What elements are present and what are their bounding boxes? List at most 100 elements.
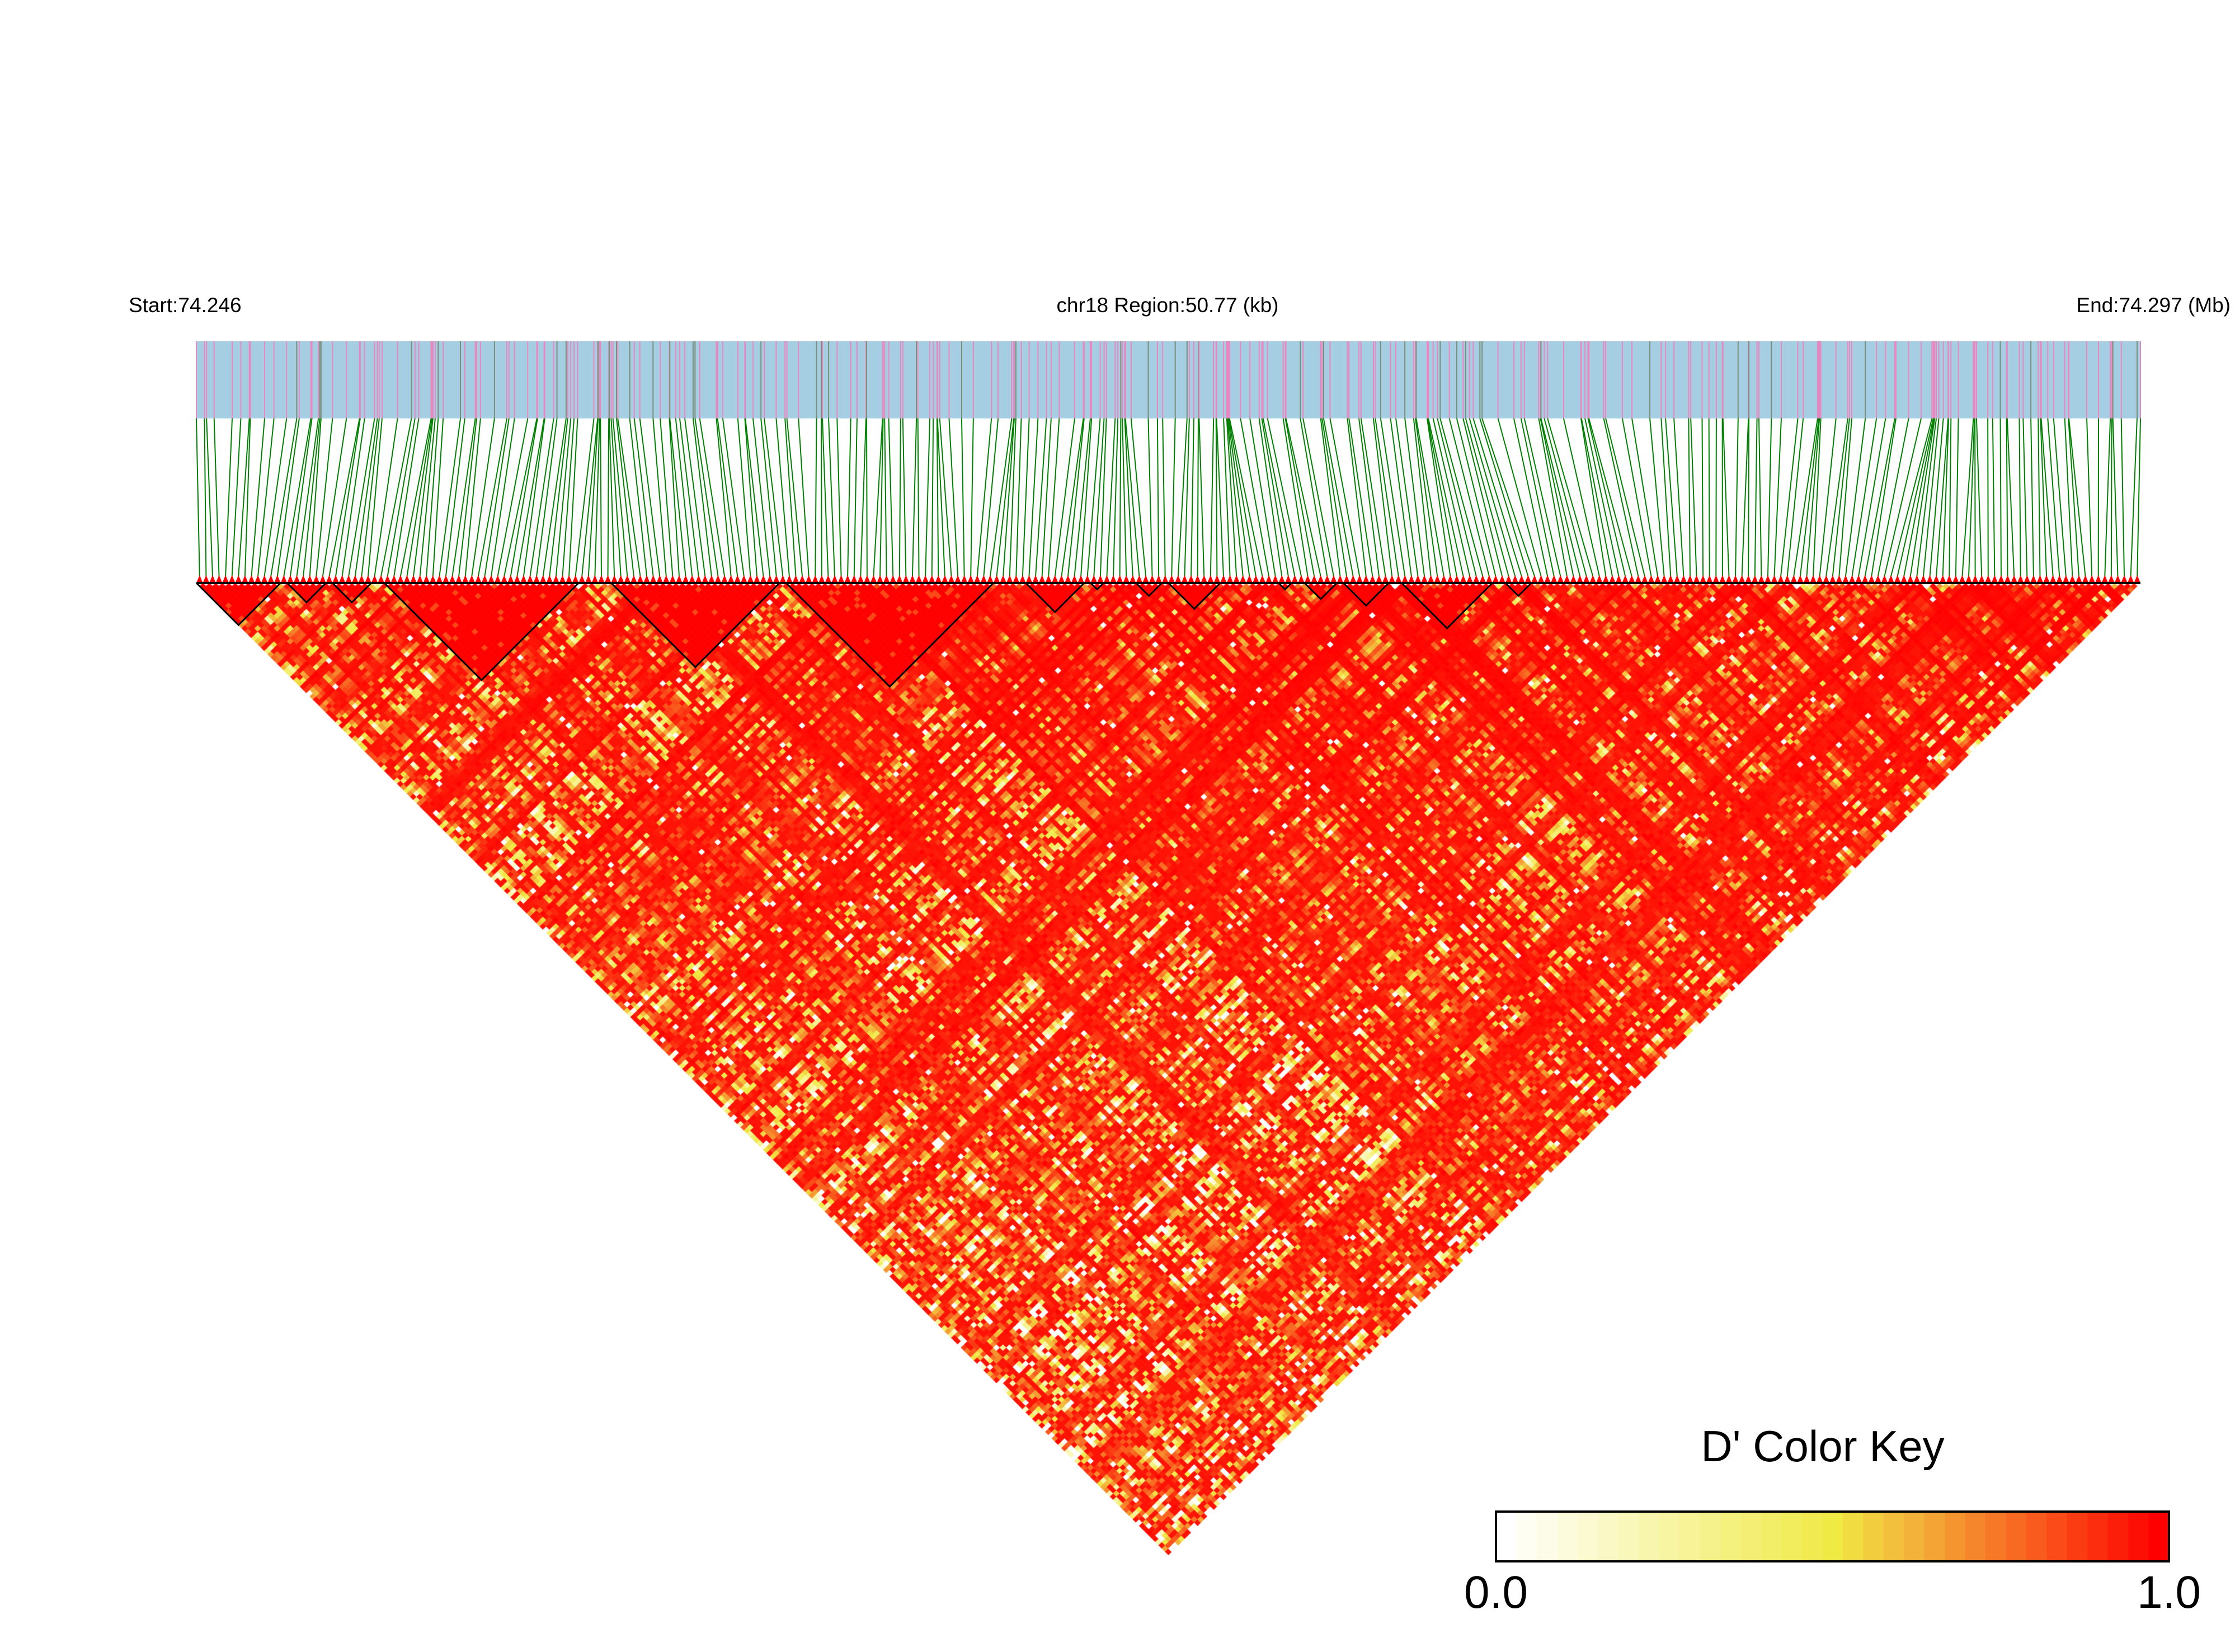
snp-connector — [888, 418, 894, 577]
snp-connector — [1015, 418, 1022, 577]
snp-connector — [445, 418, 465, 577]
snp-connector — [413, 418, 434, 577]
color-key-max-label: 1.0 — [2137, 1567, 2201, 1618]
color-key-swatches — [1496, 1512, 2170, 1561]
snp-connector — [1773, 418, 1782, 577]
snp-connector — [884, 418, 887, 577]
snp-connector — [523, 418, 545, 577]
snp-connector — [1249, 418, 1276, 577]
snp-connector — [1469, 418, 1516, 577]
snp-connector — [1329, 418, 1361, 577]
snp-connector — [1372, 418, 1393, 577]
snp-connector — [1191, 418, 1194, 577]
snp-connector — [1580, 418, 1607, 577]
color-key-swatch — [2087, 1512, 2109, 1561]
snp-connector — [1786, 418, 1804, 577]
snp-connector — [555, 418, 572, 577]
snp-connector — [983, 418, 999, 577]
snp-connector — [497, 418, 529, 577]
snp-connector — [1456, 418, 1497, 577]
snp-connector — [399, 418, 432, 577]
snp-connector — [1540, 418, 1574, 577]
color-key-swatch — [1924, 1512, 1945, 1561]
snp-connector — [1916, 418, 1937, 577]
snp-connector — [1540, 418, 1581, 577]
snp-connector — [484, 418, 510, 577]
snp-connector — [406, 418, 433, 577]
snp-connector — [2006, 418, 2015, 577]
snp-connector — [348, 418, 375, 577]
color-key-swatch — [1598, 1512, 1619, 1561]
snp-connector — [1513, 418, 1549, 577]
snp-connector — [1819, 418, 1837, 577]
snp-connector — [1122, 418, 1127, 577]
snp-connector — [675, 418, 693, 577]
snp-connector — [341, 418, 365, 577]
haplotype-block-outline — [610, 582, 780, 669]
snp-connector — [1961, 418, 1974, 577]
haplotype-block-outline — [332, 582, 372, 604]
snp-connector — [2068, 418, 2079, 577]
snp-connector — [231, 418, 242, 577]
snp-connector — [2018, 418, 2021, 577]
snp-connector — [1171, 418, 1176, 577]
snp-connector — [1086, 418, 1101, 577]
snp-connector — [1688, 418, 1691, 577]
color-key-swatch — [1945, 1512, 1966, 1561]
snp-connector — [1936, 418, 1949, 577]
snp-connector — [244, 418, 251, 577]
snp-connector — [902, 418, 907, 577]
haplotype-block-outline — [785, 582, 994, 688]
snp-connector — [491, 418, 515, 577]
snp-connector — [1631, 418, 1659, 577]
snp-connector — [745, 418, 764, 577]
haplotype-block-outline — [286, 582, 327, 604]
snp-connector — [393, 418, 420, 577]
haplotype-block-outline — [383, 582, 580, 681]
snp-connector — [1845, 418, 1866, 577]
snp-connector — [1119, 418, 1122, 577]
snp-connector — [1497, 418, 1542, 577]
snp-connector — [206, 418, 213, 577]
snp-connector — [1780, 418, 1799, 577]
snp-connector — [1439, 418, 1484, 577]
snp-connector — [516, 418, 545, 577]
snp-connector — [629, 418, 648, 577]
snp-connector — [2137, 418, 2141, 577]
snp-connector — [1226, 418, 1238, 577]
snp-connector — [296, 418, 319, 577]
snp-connector — [822, 418, 829, 577]
ld-heatmap — [0, 576, 2235, 1572]
snp-connector — [316, 418, 333, 577]
snp-connector — [1544, 418, 1587, 577]
color-key-swatch — [2026, 1512, 2047, 1561]
color-key-swatch — [1740, 1512, 1762, 1561]
haplotype-blocks — [195, 582, 2140, 688]
snp-connector — [615, 418, 634, 577]
snp-connector — [1302, 418, 1334, 577]
snp-connector — [1890, 418, 1933, 577]
snp-connector — [1216, 418, 1224, 577]
snp-connector — [354, 418, 378, 577]
snp-connector — [911, 418, 917, 577]
snp-connector — [764, 418, 784, 577]
snp-connector — [996, 418, 1015, 577]
snp-connector — [925, 418, 931, 577]
snp-connector — [2068, 418, 2086, 577]
snp-connector — [936, 418, 939, 577]
snp-connector — [251, 418, 265, 577]
snp-connector — [1858, 418, 1886, 577]
snp-connector — [1375, 418, 1399, 577]
snp-connector — [1414, 418, 1438, 577]
snp-connector — [1975, 418, 1983, 577]
snp-connector — [752, 418, 771, 577]
snp-connector — [1673, 418, 1685, 577]
snp-connector — [542, 418, 567, 577]
snp-connector — [1584, 418, 1620, 577]
snp-connector — [1580, 418, 1613, 577]
snp-connector — [1428, 418, 1464, 577]
snp-connector — [1722, 418, 1730, 577]
haplotype-block-outline — [1025, 582, 1085, 614]
snp-connector — [426, 418, 439, 577]
